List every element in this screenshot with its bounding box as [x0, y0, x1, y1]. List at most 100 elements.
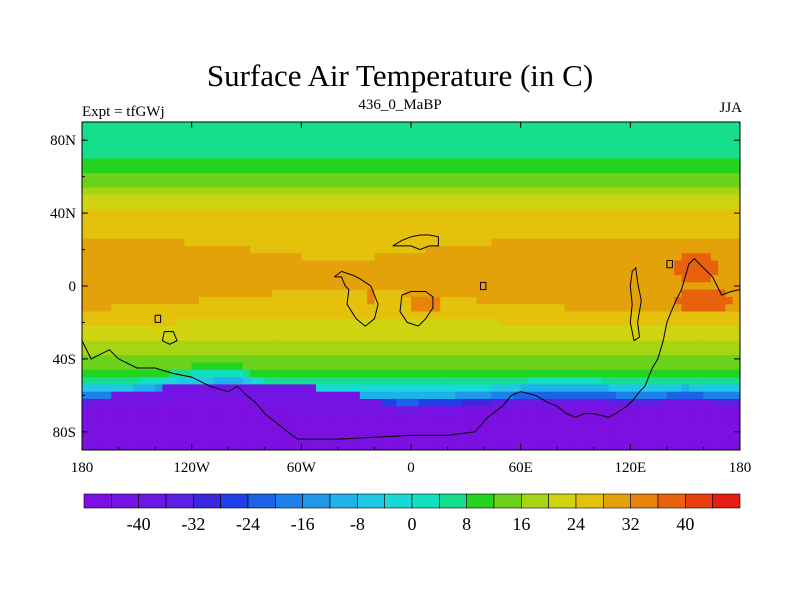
field-cell [601, 238, 609, 247]
field-cell [242, 318, 251, 327]
field-cell [315, 428, 324, 437]
field-cell [476, 151, 485, 160]
field-cell [389, 362, 397, 371]
field-cell [184, 406, 193, 415]
field-cell [177, 428, 185, 437]
field-cell [615, 318, 624, 327]
field-cell [301, 158, 310, 167]
field-cell [644, 435, 653, 444]
field-cell [411, 129, 419, 138]
field-cell [118, 413, 127, 422]
field-cell [381, 391, 390, 400]
field-cell [96, 231, 105, 240]
field-cell [294, 231, 302, 240]
field-cell [169, 391, 178, 400]
field-cell [637, 151, 646, 160]
field-cell [162, 435, 171, 444]
field-cell [425, 151, 434, 160]
field-cell [301, 187, 310, 196]
field-cell [125, 209, 134, 218]
time-label: 436_0_MaBP [358, 97, 442, 113]
field-cell [535, 326, 544, 334]
field-cell [191, 158, 200, 167]
field-cell [242, 231, 251, 240]
field-cell [125, 267, 134, 276]
field-cell [644, 304, 653, 313]
field-cell [155, 143, 164, 152]
field-cell [527, 180, 536, 189]
field-cell [96, 245, 105, 254]
field-cell [601, 231, 609, 240]
field-cell [513, 391, 522, 400]
field-cell [140, 347, 149, 356]
field-cell [564, 326, 573, 334]
field-cell [308, 187, 317, 196]
field-cell [235, 428, 244, 437]
field-cell [454, 187, 463, 196]
field-cell [652, 194, 661, 203]
field-cell [396, 260, 405, 269]
field-cell [396, 275, 405, 283]
field-cell [367, 296, 376, 305]
field-cell [286, 238, 295, 247]
field-cell [96, 180, 105, 189]
field-cell [264, 333, 273, 342]
field-cell [469, 311, 478, 320]
field-cell [272, 260, 280, 269]
field-cell [198, 362, 207, 371]
field-cell [213, 267, 222, 276]
field-cell [396, 165, 405, 174]
field-cell [674, 267, 683, 276]
field-cell [140, 326, 149, 334]
field-cell [425, 224, 434, 232]
field-cell [213, 311, 222, 320]
field-cell [644, 122, 653, 130]
field-cell [206, 129, 215, 138]
field-cell [498, 173, 507, 181]
field-cell [162, 122, 171, 130]
field-cell [228, 275, 237, 283]
field-cell [381, 194, 390, 203]
field-cell [718, 202, 726, 211]
field-cell [476, 311, 485, 320]
field-cell [593, 377, 602, 385]
field-cell [498, 224, 507, 232]
field-cell [608, 173, 617, 181]
field-cell [644, 442, 653, 450]
field-cell [213, 296, 222, 305]
field-cell [696, 165, 705, 174]
field-cell [140, 428, 149, 437]
field-cell [542, 143, 551, 152]
field-cell [659, 442, 668, 450]
field-cell [520, 420, 529, 429]
field-cell [718, 384, 726, 393]
field-cell [520, 129, 529, 138]
field-cell [688, 296, 697, 305]
field-cell [184, 267, 193, 276]
field-cell [513, 165, 522, 174]
field-cell [272, 151, 280, 160]
field-cell [213, 202, 222, 211]
field-cell [520, 275, 529, 283]
field-cell [184, 362, 193, 371]
field-cell [674, 318, 683, 327]
field-cell [315, 173, 324, 181]
field-cell [659, 194, 668, 203]
field-cell [710, 173, 719, 181]
field-cell [228, 347, 237, 356]
field-cell [125, 362, 134, 371]
field-cell [652, 231, 661, 240]
field-cell [601, 245, 609, 254]
field-cell [403, 355, 412, 364]
field-cell [586, 136, 595, 145]
field-cell [484, 231, 493, 240]
field-cell [644, 340, 653, 349]
field-cell [659, 311, 668, 320]
field-cell [593, 413, 602, 422]
x-tick-label: 120E [614, 460, 646, 476]
field-cell [506, 391, 514, 400]
field-cell [111, 428, 120, 437]
field-cell [637, 209, 646, 218]
field-cell [564, 318, 573, 327]
field-cell [564, 391, 573, 400]
